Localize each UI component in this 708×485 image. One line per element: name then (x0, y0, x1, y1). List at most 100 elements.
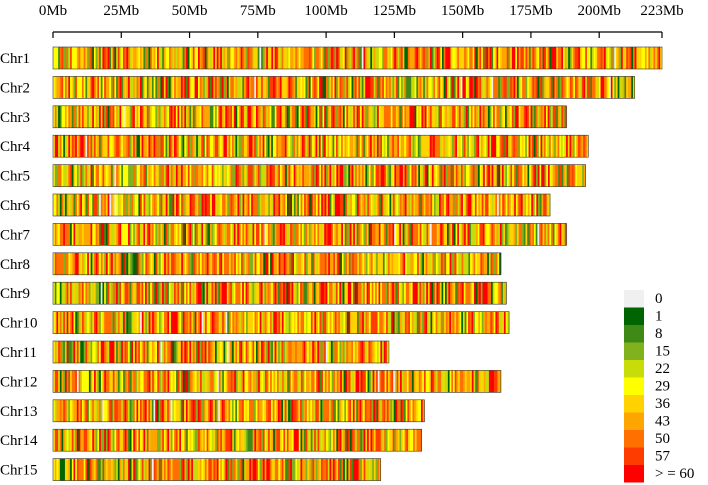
density-bin (508, 47, 511, 69)
density-bin (363, 76, 366, 99)
density-bin (281, 341, 284, 363)
density-bin (324, 341, 327, 363)
density-bin (71, 76, 74, 99)
density-bin (102, 341, 105, 363)
density-bin (248, 282, 252, 305)
density-bin (356, 105, 359, 128)
density-bin (566, 135, 569, 158)
density-bin (191, 164, 194, 187)
density-bin (175, 194, 179, 216)
density-bin (514, 135, 518, 158)
density-bin (211, 194, 214, 216)
density-bin (541, 164, 544, 187)
density-bin (411, 164, 414, 187)
density-bin (302, 194, 305, 216)
density-bin (121, 282, 124, 305)
density-bin (359, 282, 362, 305)
density-bin (162, 223, 165, 246)
density-bin (230, 311, 233, 334)
chromosome-label: Chr15 (0, 463, 38, 479)
density-bin (170, 76, 173, 99)
density-bin (234, 370, 237, 393)
density-bin (476, 252, 479, 275)
density-bin (486, 164, 489, 187)
density-bin (204, 105, 207, 128)
density-bin (169, 194, 172, 216)
density-bin (235, 194, 238, 216)
density-bin (170, 194, 173, 216)
density-bin (563, 164, 566, 187)
density-bin (418, 47, 421, 69)
density-bin (306, 399, 309, 422)
density-bin (461, 194, 464, 216)
density-bin (293, 399, 296, 422)
density-bin (128, 47, 131, 69)
density-bin (348, 311, 351, 334)
density-bin (360, 105, 363, 128)
density-bin (515, 105, 518, 128)
density-bin (553, 164, 556, 187)
density-bin (204, 429, 207, 452)
density-bin (271, 252, 274, 275)
density-bin (402, 164, 405, 187)
density-bin (404, 223, 407, 246)
density-bin (470, 252, 473, 275)
density-bin (430, 164, 433, 187)
density-bin (242, 252, 245, 275)
density-bin (283, 76, 286, 99)
density-bin (141, 458, 144, 481)
density-bin (489, 223, 492, 246)
density-bin (595, 47, 598, 69)
density-bin (291, 164, 295, 187)
density-bin (365, 76, 368, 99)
density-bin (162, 311, 165, 334)
density-bin (428, 311, 431, 334)
density-bin (363, 47, 366, 69)
density-bin (56, 164, 59, 187)
density-bin (368, 76, 371, 99)
density-bin (366, 282, 369, 305)
density-bin (58, 105, 61, 128)
density-bin (429, 370, 432, 393)
density-bin (307, 458, 310, 481)
density-bin (143, 282, 146, 305)
density-bin (494, 135, 497, 158)
density-bin (141, 311, 144, 334)
density-bin (73, 252, 76, 275)
density-bin (155, 282, 158, 305)
density-bin (107, 311, 110, 334)
density-bin (507, 194, 510, 216)
density-bin (129, 223, 132, 246)
density-bin (150, 429, 153, 452)
density-bin (332, 282, 335, 305)
density-bin (624, 47, 627, 69)
density-bin (471, 311, 474, 334)
density-bin (494, 105, 497, 128)
density-bin (410, 282, 413, 305)
density-bin (646, 47, 649, 69)
density-bin (371, 399, 374, 422)
density-bin (158, 194, 161, 216)
density-bin (145, 194, 148, 216)
density-bin (285, 194, 288, 216)
density-bin (530, 135, 533, 158)
density-bin (338, 370, 341, 393)
density-bin (435, 105, 438, 128)
density-bin (76, 105, 79, 128)
density-bin (554, 223, 557, 246)
density-bin (479, 47, 482, 69)
density-bin (455, 76, 458, 99)
density-bin (593, 76, 596, 99)
density-bin (249, 164, 252, 187)
chromosome-label: Chr3 (0, 110, 30, 126)
density-bin (281, 76, 284, 99)
density-bin (327, 223, 330, 246)
density-bin (83, 399, 86, 422)
density-bin (238, 282, 241, 305)
density-bin (286, 223, 289, 246)
density-bin (228, 135, 231, 158)
density-bin (267, 341, 270, 363)
density-bin (167, 164, 170, 187)
density-bin (121, 429, 124, 452)
density-bin (218, 311, 221, 334)
